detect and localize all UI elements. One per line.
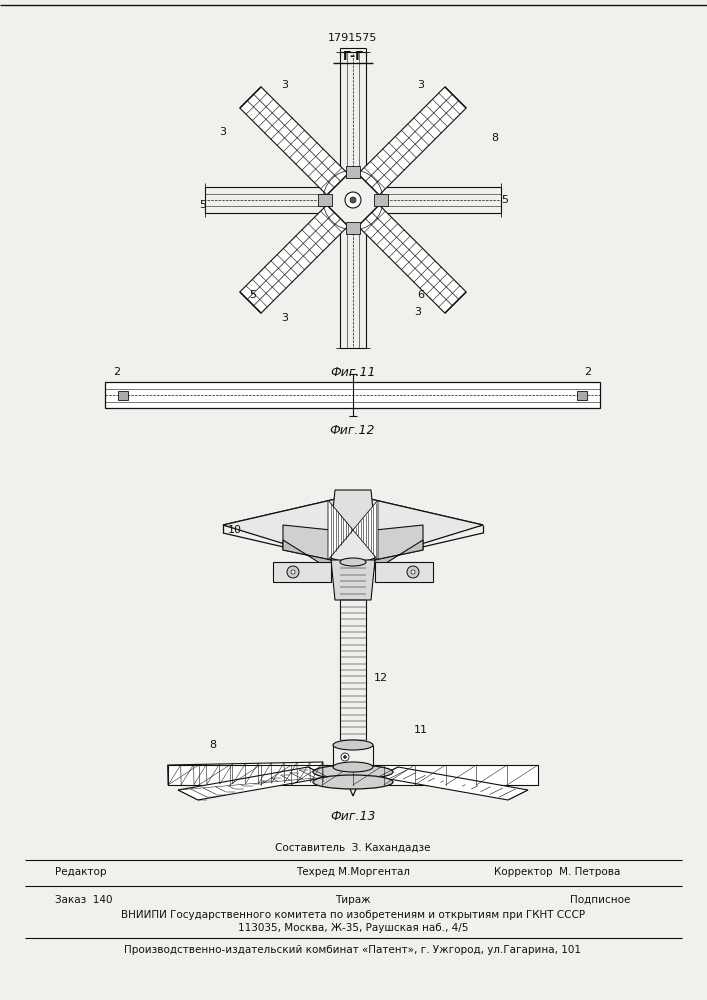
Polygon shape [240, 87, 348, 195]
Ellipse shape [333, 762, 373, 772]
Text: 8: 8 [209, 740, 216, 750]
Polygon shape [178, 767, 328, 800]
Polygon shape [358, 205, 466, 313]
Polygon shape [223, 495, 483, 565]
Text: 5: 5 [501, 195, 508, 205]
Polygon shape [331, 560, 375, 600]
Text: 3: 3 [418, 80, 424, 90]
Text: 5: 5 [199, 200, 206, 210]
Text: 10: 10 [228, 525, 242, 535]
Ellipse shape [313, 765, 393, 779]
Text: Подписное: Подписное [570, 895, 630, 905]
Text: 2: 2 [113, 367, 121, 377]
Polygon shape [375, 562, 433, 582]
Bar [577, 391, 587, 400]
Text: 2: 2 [585, 367, 592, 377]
Text: Фиг.13: Фиг.13 [330, 810, 375, 824]
Circle shape [287, 566, 299, 578]
Polygon shape [283, 540, 331, 570]
Text: 3: 3 [219, 127, 226, 137]
Text: Тираж: Тираж [335, 895, 370, 905]
Polygon shape [168, 765, 538, 785]
Polygon shape [378, 767, 528, 800]
Circle shape [291, 570, 295, 574]
Circle shape [345, 192, 361, 208]
Text: Составитель  З. Кахандадзе: Составитель З. Кахандадзе [275, 843, 431, 853]
Text: 6: 6 [418, 290, 424, 300]
Text: 8: 8 [491, 133, 498, 143]
Ellipse shape [313, 775, 393, 789]
Polygon shape [273, 562, 331, 582]
Text: Корректор  М. Петрова: Корректор М. Петрова [493, 867, 620, 877]
Polygon shape [283, 525, 331, 560]
Ellipse shape [333, 740, 373, 750]
Polygon shape [168, 762, 323, 785]
Text: 3: 3 [414, 307, 421, 317]
Text: Фиг.11: Фиг.11 [330, 365, 375, 378]
Bar [118, 391, 128, 400]
Text: Техред М.Моргентал: Техред М.Моргентал [296, 867, 410, 877]
Text: 11: 11 [414, 725, 428, 735]
Circle shape [341, 753, 349, 761]
Circle shape [350, 197, 356, 203]
Text: Г-Г: Г-Г [342, 49, 363, 62]
Text: 113035, Москва, Ж-35, Раушская наб., 4/5: 113035, Москва, Ж-35, Раушская наб., 4/5 [238, 923, 468, 933]
Text: 3: 3 [281, 80, 288, 90]
Text: ВНИИПИ Государственного комитета по изобретениям и открытиям при ГКНТ СССР: ВНИИПИ Государственного комитета по изоб… [121, 910, 585, 920]
Ellipse shape [340, 558, 366, 566]
Bar [346, 222, 360, 234]
Text: Редактор: Редактор [55, 867, 107, 877]
Polygon shape [353, 500, 378, 560]
Bar [374, 194, 388, 206]
Text: 3: 3 [281, 313, 288, 323]
Polygon shape [331, 490, 375, 530]
Text: 12: 12 [374, 673, 388, 683]
Polygon shape [375, 525, 423, 560]
Bar [105, 382, 600, 408]
Text: 1791575: 1791575 [328, 33, 378, 43]
Bar [318, 194, 332, 206]
Polygon shape [375, 540, 423, 570]
Circle shape [344, 756, 346, 758]
Circle shape [411, 570, 415, 574]
Polygon shape [328, 500, 353, 560]
Text: Производственно-издательский комбинат «Патент», г. Ужгород, ул.Гагарина, 101: Производственно-издательский комбинат «П… [124, 945, 581, 955]
Text: 5: 5 [250, 290, 257, 300]
Polygon shape [358, 87, 466, 195]
Text: Заказ  140: Заказ 140 [55, 895, 112, 905]
Polygon shape [240, 205, 348, 313]
Bar [346, 166, 360, 178]
Text: Фиг.12: Фиг.12 [329, 424, 375, 436]
Circle shape [407, 566, 419, 578]
